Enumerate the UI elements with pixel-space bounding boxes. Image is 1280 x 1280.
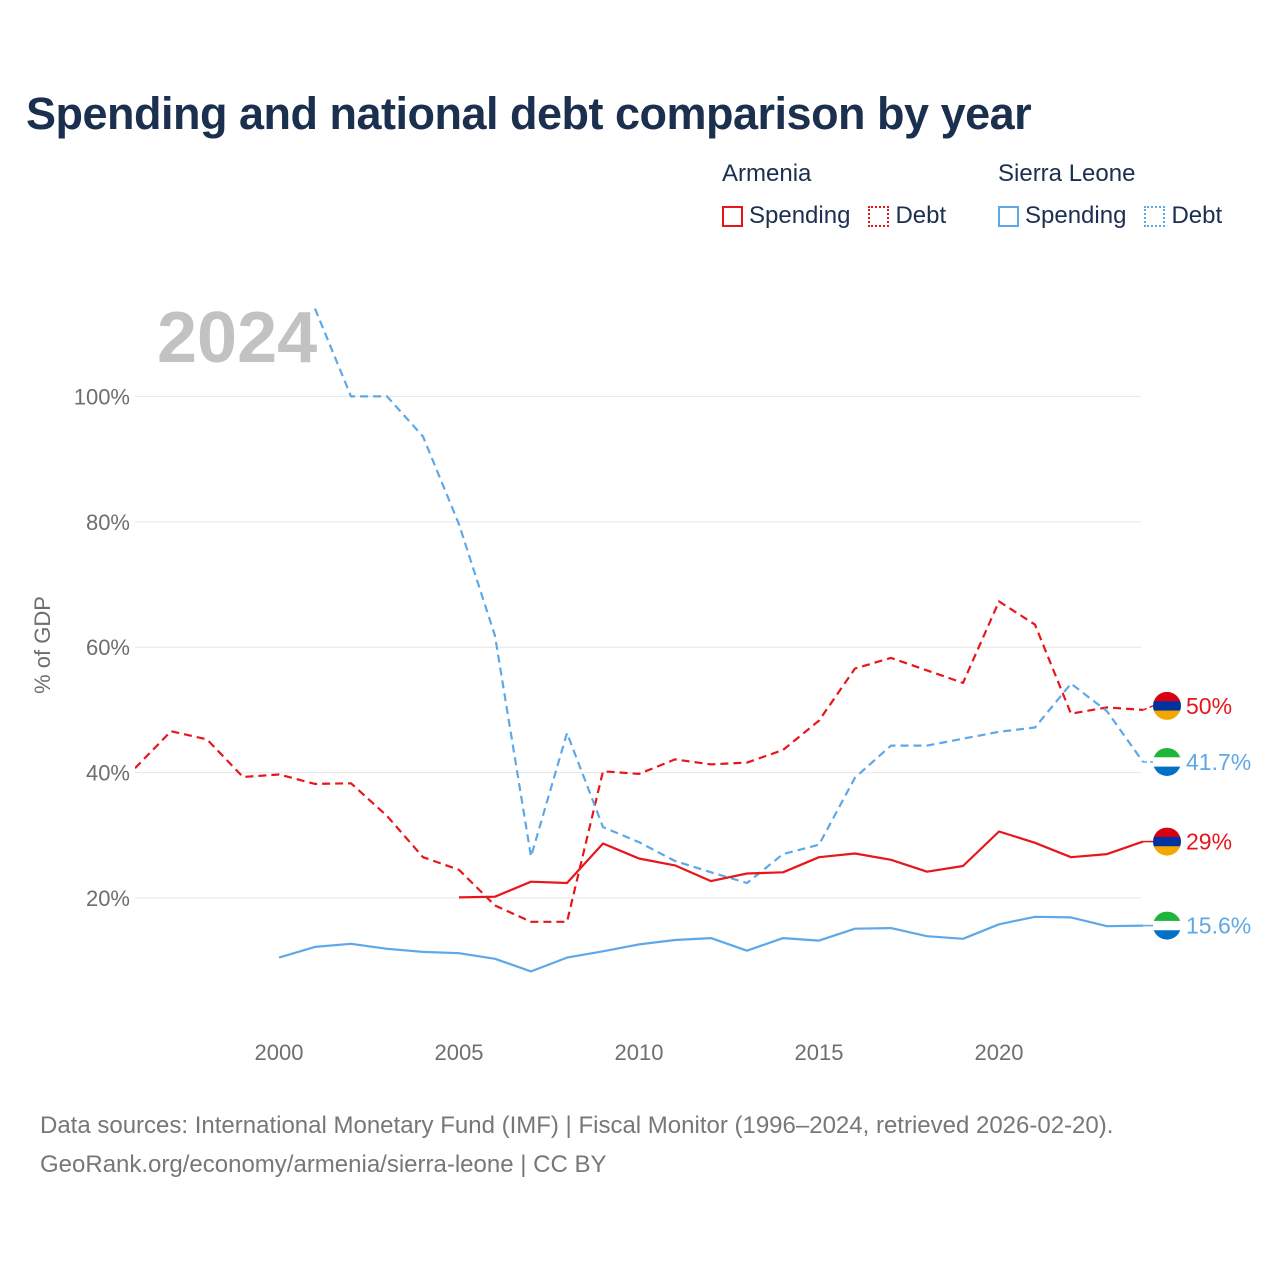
y-tick-label: 20% [86,886,130,911]
y-tick-label: 80% [86,510,130,535]
legend-label: Spending [1025,202,1127,229]
legend-sierra-leone-debt[interactable]: Debt [1144,202,1222,230]
flag-armenia-icon [1153,691,1181,720]
year-watermark: 2024 [157,298,317,378]
sources-line-1: Data sources: International Monetary Fun… [40,1112,1114,1139]
legend-label: Debt [1171,202,1223,229]
end-value-label: 29% [1186,829,1232,855]
chart-title: Spending and national debt comparison by… [26,88,1032,139]
y-axis-label: % of GDP [30,596,55,694]
x-tick-label: 2000 [255,1040,304,1065]
legend-sierra-leone-spending[interactable]: Spending [998,202,1126,230]
series-line-sierra-leone-debt [313,308,1144,885]
end-value-label: 50% [1186,693,1232,719]
dotted-line-swatch-icon [1144,205,1166,227]
legend-label: Debt [895,202,947,229]
legend-group-name: Armenia [722,160,812,187]
sources-line-2[interactable]: GeoRank.org/economy/armenia/sierra-leone… [40,1151,607,1178]
legend-group-name: Sierra Leone [998,160,1136,187]
series-line-armenia-debt [135,600,1144,923]
data-sources: Data sources: International Monetary Fun… [40,1106,1113,1184]
legend-armenia: Armenia Spending Debt [722,160,964,230]
series-line-sierra-leone-spending [278,915,1144,973]
flag-armenia-icon [1153,827,1181,856]
x-tick-label: 2020 [975,1040,1024,1065]
end-connector [1142,705,1154,711]
legend-armenia-debt[interactable]: Debt [868,202,946,230]
legend-label: Spending [749,202,851,229]
legend-sierra-leone: Sierra Leone Spending Debt [998,160,1240,230]
x-tick-label: 2015 [795,1040,844,1065]
y-tick-label: 40% [86,761,130,786]
end-value-label: 15.6% [1186,913,1251,939]
x-tick-label: 2010 [615,1040,664,1065]
flag-sierra-leone-icon [1153,911,1181,940]
solid-line-swatch-icon [998,205,1019,227]
solid-line-swatch-icon [722,205,743,227]
end-value-label: 41.7% [1186,749,1251,775]
series-line-armenia-spending [458,830,1144,899]
flag-sierra-leone-icon [1153,747,1181,776]
y-tick-label: 100% [74,384,130,409]
legend-armenia-spending[interactable]: Spending [722,202,850,230]
x-tick-label: 2005 [435,1040,484,1065]
y-tick-label: 60% [86,635,130,660]
dotted-line-swatch-icon [868,205,890,227]
